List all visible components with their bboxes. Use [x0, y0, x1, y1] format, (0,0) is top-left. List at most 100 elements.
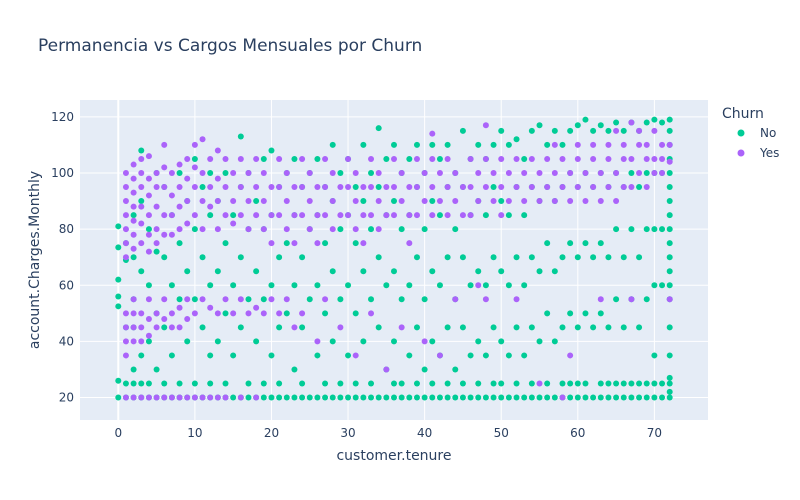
- data-point[interactable]: [490, 254, 497, 261]
- data-point[interactable]: [337, 226, 344, 233]
- data-point[interactable]: [253, 155, 260, 162]
- data-point[interactable]: [467, 155, 474, 162]
- data-point[interactable]: [222, 394, 229, 401]
- data-point[interactable]: [666, 268, 673, 275]
- data-point[interactable]: [536, 394, 543, 401]
- data-point[interactable]: [360, 394, 367, 401]
- data-point[interactable]: [551, 268, 558, 275]
- data-point[interactable]: [628, 296, 635, 303]
- data-point[interactable]: [153, 366, 160, 373]
- data-point[interactable]: [498, 394, 505, 401]
- data-point[interactable]: [436, 352, 443, 359]
- data-point[interactable]: [352, 380, 359, 387]
- data-point[interactable]: [605, 394, 612, 401]
- data-point[interactable]: [230, 169, 237, 176]
- data-point[interactable]: [314, 394, 321, 401]
- data-point[interactable]: [138, 155, 145, 162]
- data-point[interactable]: [413, 324, 420, 331]
- data-point[interactable]: [360, 268, 367, 275]
- data-point[interactable]: [138, 394, 145, 401]
- data-point[interactable]: [145, 332, 152, 339]
- data-point[interactable]: [590, 394, 597, 401]
- data-point[interactable]: [544, 184, 551, 191]
- data-point[interactable]: [245, 310, 252, 317]
- data-point[interactable]: [590, 127, 597, 134]
- data-point[interactable]: [299, 184, 306, 191]
- data-point[interactable]: [268, 240, 275, 247]
- data-point[interactable]: [130, 310, 137, 317]
- data-point[interactable]: [199, 226, 206, 233]
- data-point[interactable]: [521, 394, 528, 401]
- data-point[interactable]: [551, 394, 558, 401]
- data-point[interactable]: [659, 380, 666, 387]
- data-point[interactable]: [322, 394, 329, 401]
- data-point[interactable]: [222, 380, 229, 387]
- data-point[interactable]: [536, 122, 543, 129]
- data-point[interactable]: [590, 155, 597, 162]
- data-point[interactable]: [207, 282, 214, 289]
- data-point[interactable]: [505, 352, 512, 359]
- data-point[interactable]: [590, 254, 597, 261]
- data-point[interactable]: [322, 310, 329, 317]
- data-point[interactable]: [406, 240, 413, 247]
- data-point[interactable]: [314, 352, 321, 359]
- data-point[interactable]: [559, 141, 566, 148]
- data-point[interactable]: [628, 155, 635, 162]
- data-point[interactable]: [237, 254, 244, 261]
- data-point[interactable]: [306, 198, 313, 205]
- data-point[interactable]: [643, 169, 650, 176]
- data-point[interactable]: [643, 119, 650, 126]
- data-point[interactable]: [582, 116, 589, 123]
- data-point[interactable]: [322, 155, 329, 162]
- data-point[interactable]: [436, 282, 443, 289]
- data-point[interactable]: [199, 184, 206, 191]
- data-point[interactable]: [628, 184, 635, 191]
- data-point[interactable]: [375, 394, 382, 401]
- data-point[interactable]: [276, 394, 283, 401]
- data-point[interactable]: [345, 184, 352, 191]
- data-point[interactable]: [153, 394, 160, 401]
- data-point[interactable]: [161, 315, 168, 322]
- data-point[interactable]: [153, 324, 160, 331]
- data-point[interactable]: [521, 169, 528, 176]
- data-point[interactable]: [597, 394, 604, 401]
- data-point[interactable]: [413, 141, 420, 148]
- data-point[interactable]: [153, 169, 160, 176]
- data-point[interactable]: [245, 169, 252, 176]
- data-point[interactable]: [299, 324, 306, 331]
- data-point[interactable]: [643, 155, 650, 162]
- data-point[interactable]: [513, 380, 520, 387]
- data-point[interactable]: [283, 240, 290, 247]
- data-point[interactable]: [176, 296, 183, 303]
- data-point[interactable]: [122, 198, 129, 205]
- legend-item-yes[interactable]: Yes: [737, 146, 780, 160]
- data-point[interactable]: [291, 212, 298, 219]
- data-point[interactable]: [475, 169, 482, 176]
- data-point[interactable]: [168, 169, 175, 176]
- data-point[interactable]: [666, 380, 673, 387]
- data-point[interactable]: [505, 212, 512, 219]
- data-point[interactable]: [345, 212, 352, 219]
- data-point[interactable]: [620, 141, 627, 148]
- data-point[interactable]: [207, 184, 214, 191]
- data-point[interactable]: [329, 394, 336, 401]
- data-point[interactable]: [444, 184, 451, 191]
- data-point[interactable]: [230, 220, 237, 227]
- data-point[interactable]: [145, 282, 152, 289]
- data-point[interactable]: [582, 198, 589, 205]
- data-point[interactable]: [122, 338, 129, 345]
- data-point[interactable]: [482, 282, 489, 289]
- data-point[interactable]: [398, 324, 405, 331]
- data-point[interactable]: [651, 380, 658, 387]
- data-point[interactable]: [176, 226, 183, 233]
- data-point[interactable]: [360, 141, 367, 148]
- data-point[interactable]: [276, 324, 283, 331]
- data-point[interactable]: [291, 282, 298, 289]
- data-point[interactable]: [153, 310, 160, 317]
- data-point[interactable]: [459, 380, 466, 387]
- data-point[interactable]: [115, 303, 122, 310]
- data-point[interactable]: [482, 352, 489, 359]
- data-point[interactable]: [452, 198, 459, 205]
- data-point[interactable]: [145, 248, 152, 255]
- data-point[interactable]: [582, 394, 589, 401]
